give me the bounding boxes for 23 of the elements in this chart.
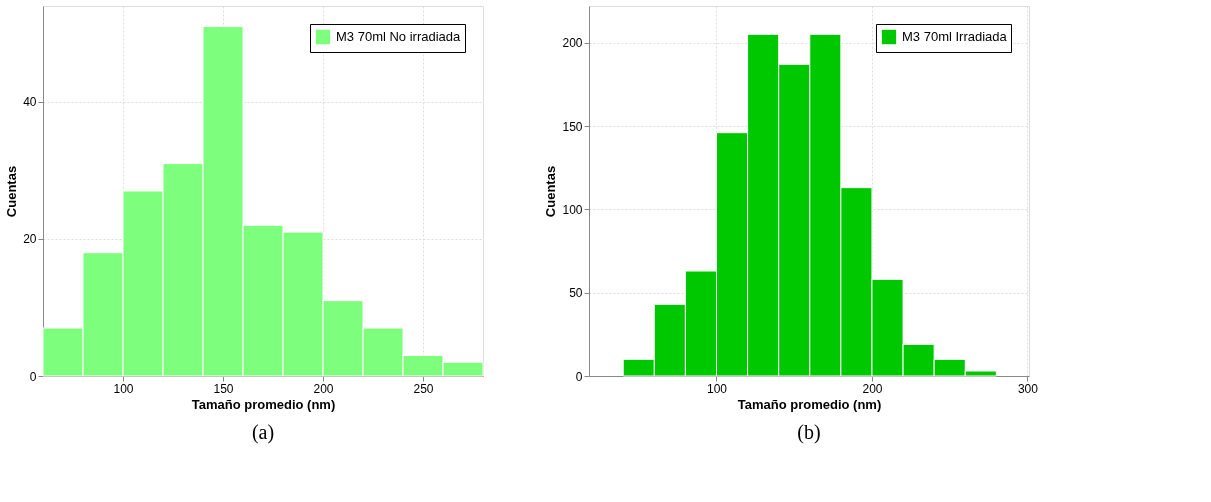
x-tick-label: 200 bbox=[862, 381, 883, 396]
y-tick-label: 20 bbox=[23, 232, 37, 247]
y-axis-title: Cuentas bbox=[543, 165, 559, 218]
y-tick-label: 0 bbox=[29, 369, 37, 384]
x-tick-label: 200 bbox=[313, 381, 334, 396]
y-tick-label: 150 bbox=[562, 119, 583, 134]
y-tick-label: 100 bbox=[562, 202, 583, 217]
y-tick-label: 50 bbox=[569, 286, 583, 301]
legend-label: M3 70ml Irradiada bbox=[902, 29, 1008, 44]
y-tick-label: 40 bbox=[23, 95, 37, 110]
x-tick-label: 150 bbox=[213, 381, 234, 396]
text: (a) bbox=[251, 421, 275, 444]
x-tick-label: 300 bbox=[1017, 381, 1039, 396]
y-tick-label: 0 bbox=[575, 369, 583, 384]
legend-label: M3 70ml No irradiada bbox=[336, 29, 462, 44]
y-axis-title: Cuentas bbox=[4, 165, 20, 218]
x-axis-title: Tamaño promedio (nm) bbox=[737, 396, 882, 412]
x-axis-title: Tamaño promedio (nm) bbox=[191, 396, 336, 412]
x-tick-label: 250 bbox=[413, 381, 434, 396]
x-tick-label: 100 bbox=[706, 381, 728, 396]
x-tick-label: 100 bbox=[113, 381, 134, 396]
text: (b) bbox=[797, 421, 821, 444]
y-tick-label: 200 bbox=[562, 36, 583, 51]
